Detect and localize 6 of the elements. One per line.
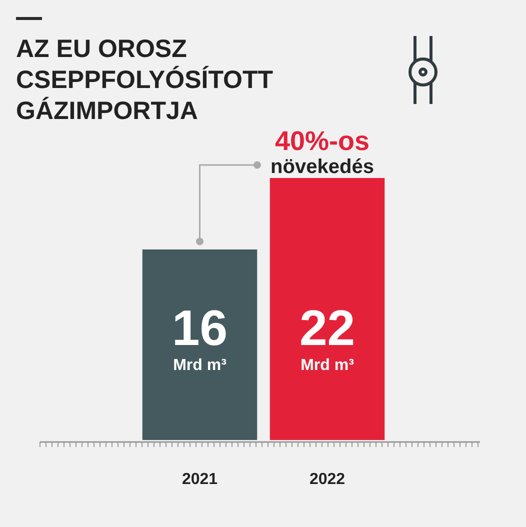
x-tick-label: 2022 — [309, 471, 346, 488]
text: 40%-os növekedés — [270, 126, 374, 178]
x-tick-label: 2021 — [182, 471, 218, 488]
data-label: 22 Mrd m³ — [299, 300, 356, 374]
chart-title: AZ EU OROSZ CSEPPFOLYÓSÍTOTT GÁZIMPORTJA — [16, 35, 273, 125]
data-label: 16 Mrd m³ — [172, 300, 228, 374]
